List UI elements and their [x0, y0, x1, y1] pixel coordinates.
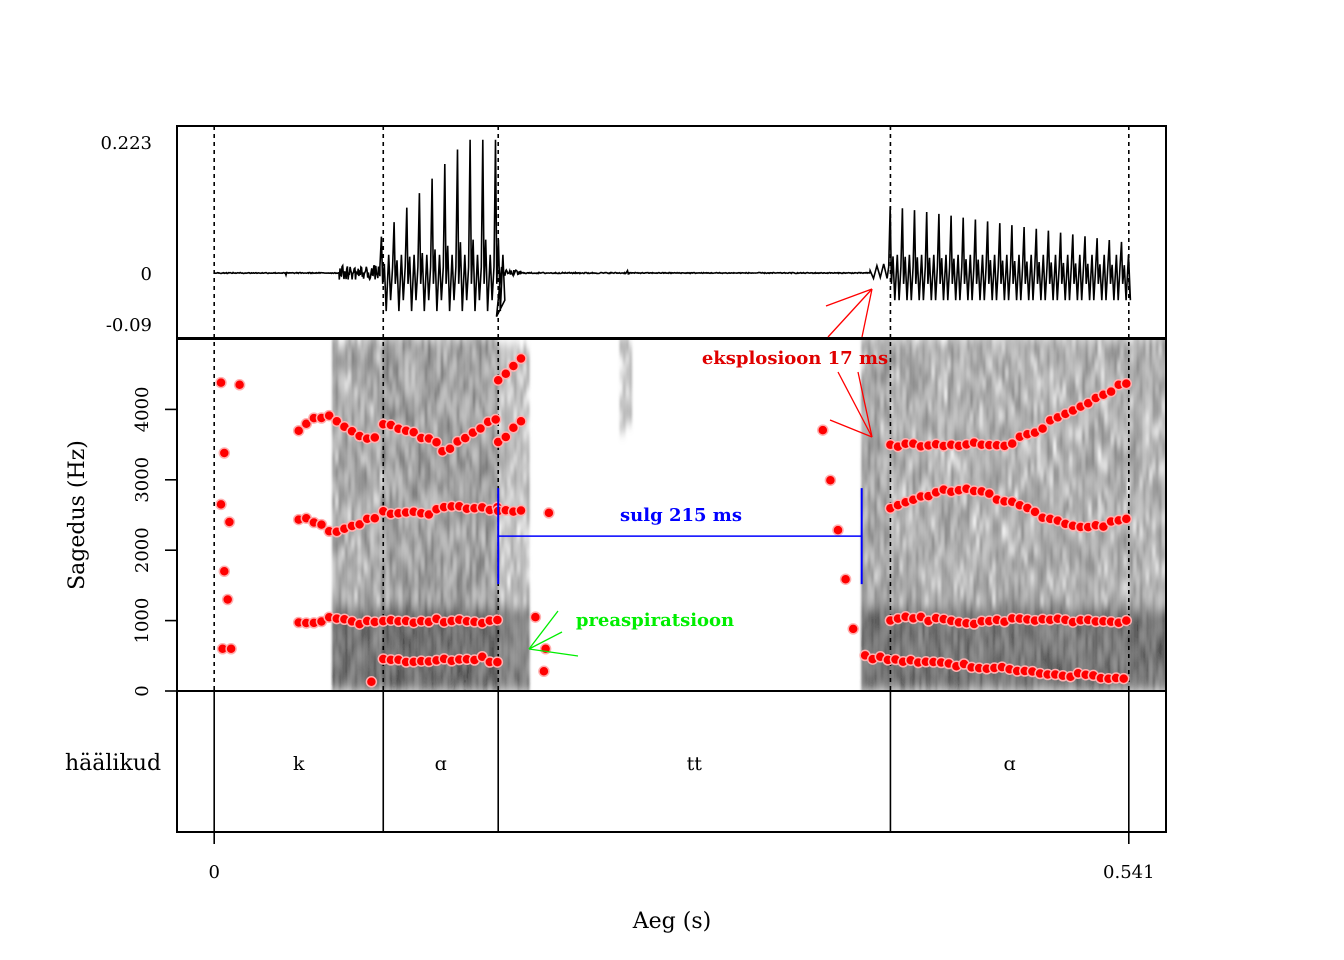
formant-point-258 — [543, 507, 555, 519]
tier-panel — [176, 690, 1167, 833]
spec-ytick-label-3: 3000 — [132, 457, 153, 503]
formant-point-53 — [369, 512, 381, 525]
closure-label: sulg 215 ms — [620, 505, 742, 526]
waveform-ytick-min: -0.09 — [106, 315, 152, 336]
formant-point-204 — [1097, 520, 1110, 533]
formant-point-70 — [292, 424, 305, 437]
formant-point-85 — [407, 426, 420, 439]
formant-point-74 — [323, 409, 335, 422]
formant-point-243 — [839, 573, 852, 585]
formant-point-247 — [218, 565, 231, 578]
burst-arrow-lower-head — [829, 419, 873, 438]
formant-point-46 — [315, 518, 328, 531]
formant-point-42 — [491, 656, 504, 668]
formant-point-189 — [983, 487, 996, 500]
formant-point-234 — [1082, 397, 1094, 410]
x-axis: 0 0.541 — [208, 832, 1155, 883]
preaspiration-annotation: preaspiratsioon — [528, 610, 734, 657]
formant-point-90 — [444, 442, 456, 455]
segment-label-2: tt — [687, 753, 703, 775]
formant-point-60 — [423, 508, 435, 521]
waveform-ytick-zero: 0 — [141, 264, 152, 285]
formant-point-254 — [365, 676, 378, 688]
burst-arrow-lower-b — [857, 371, 873, 438]
formant-point-246 — [225, 643, 237, 655]
formant-point-250 — [218, 447, 231, 459]
formant-point-228 — [1036, 422, 1049, 435]
spec-ytick-label-0: 0 — [132, 685, 153, 696]
formant-point-99 — [507, 360, 520, 372]
formant-tracks — [215, 352, 1133, 688]
formant-point-251 — [223, 516, 236, 528]
formant-point-108 — [515, 504, 527, 517]
segment-label-0: k — [293, 753, 305, 775]
formant-point-252 — [215, 376, 227, 389]
burst-label: eksplosioon 17 ms — [702, 348, 888, 369]
formant-point-244 — [847, 623, 859, 635]
burst-annotation: eksplosioon 17 ms — [702, 288, 888, 438]
formant-point-241 — [824, 474, 837, 486]
burst-arrow-upper-head1 — [825, 288, 873, 307]
waveform-ytick-max: 0.223 — [100, 133, 152, 154]
formant-point-51 — [353, 518, 366, 531]
formant-point-97 — [492, 374, 504, 386]
segment-label-3: ɑ — [1004, 753, 1016, 775]
spec-ytick-label-1: 1000 — [132, 598, 153, 644]
x-axis-label: Aeg (s) — [632, 909, 711, 934]
segment-boundaries — [213, 126, 1130, 832]
formant-point-224 — [1006, 437, 1018, 450]
formant-point-75 — [331, 415, 343, 427]
formant-point-94 — [474, 422, 487, 435]
formant-point-253 — [233, 379, 246, 391]
formant-point-240 — [817, 424, 829, 436]
formant-point-98 — [500, 367, 512, 380]
preasp-arrow-shaft — [528, 631, 563, 650]
segment-labels: k ɑ tt ɑ — [293, 753, 1016, 775]
formant-point-237 — [1105, 385, 1117, 398]
formant-point-257 — [529, 611, 542, 623]
burst-arrow-upper-b — [861, 288, 873, 338]
spectrogram-ylabel: Sagedus (Hz) — [65, 440, 90, 590]
formant-point-40 — [476, 650, 488, 663]
formant-point-26 — [491, 614, 504, 626]
spec-ytick-label-2: 2000 — [132, 527, 153, 573]
burst-arrow-upper — [827, 288, 873, 338]
xtick-label-0: 0 — [208, 862, 219, 883]
formant-point-80 — [369, 431, 381, 444]
formant-point-92 — [459, 432, 471, 444]
formant-point-96 — [489, 413, 502, 426]
formant-point-242 — [832, 524, 844, 536]
formant-point-239 — [1120, 377, 1133, 390]
formant-point-207 — [1120, 513, 1133, 525]
preasp-arrow-upper — [528, 610, 559, 650]
spectrogram-y-axis: 0 1000 2000 3000 4000 — [132, 386, 177, 697]
segment-label-1: ɑ — [435, 753, 447, 775]
formant-point-195 — [1029, 506, 1041, 518]
formant-point-103 — [507, 421, 520, 434]
formant-point-71 — [300, 418, 313, 430]
formant-point-102 — [500, 431, 512, 443]
tier-label: häälikud — [65, 751, 161, 776]
closure-annotation: sulg 215 ms — [497, 488, 863, 585]
formant-point-248 — [221, 593, 234, 606]
xtick-label-1: 0.541 — [1103, 862, 1155, 883]
burst-arrow-lower — [837, 371, 873, 438]
formant-point-100 — [515, 352, 527, 365]
spec-ytick-label-4: 4000 — [132, 386, 153, 432]
preasp-label: preaspiratsioon — [576, 610, 734, 631]
waveform-panel — [176, 125, 1167, 339]
formant-point-175 — [1117, 672, 1130, 685]
formant-point-88 — [430, 436, 443, 448]
formant-point-249 — [215, 498, 227, 511]
formant-point-140 — [1120, 614, 1133, 627]
formant-point-255 — [538, 665, 550, 678]
preasp-arrow-lower — [528, 648, 579, 657]
formant-point-104 — [515, 415, 527, 427]
waveform-line — [213, 139, 1132, 317]
